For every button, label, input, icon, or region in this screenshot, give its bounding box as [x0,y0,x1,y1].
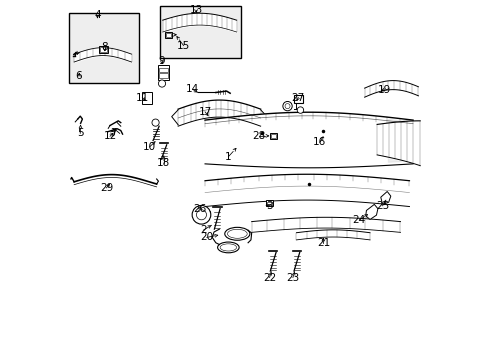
Text: 10: 10 [142,142,156,152]
Text: 7: 7 [110,129,117,138]
Bar [99,45,108,53]
Text: 13: 13 [189,5,203,15]
Circle shape [297,107,303,113]
Text: 18: 18 [157,158,170,168]
Bar [142,93,152,104]
Text: 9: 9 [159,55,165,66]
Ellipse shape [220,244,236,251]
Bar [271,134,276,138]
Text: 1: 1 [224,152,231,162]
Text: 26: 26 [193,204,206,215]
Circle shape [282,102,292,111]
Text: 19: 19 [377,85,390,95]
Text: 4: 4 [94,10,101,20]
Text: 23: 23 [285,273,299,283]
Text: 24: 24 [352,215,365,225]
Circle shape [285,104,289,109]
Circle shape [158,80,165,87]
Text: 3: 3 [266,201,272,211]
Circle shape [192,206,210,224]
Bar [158,64,169,80]
Ellipse shape [224,227,249,240]
Text: 5: 5 [77,129,83,138]
Bar [69,13,139,83]
Text: 11: 11 [135,93,149,103]
Bar [160,6,241,58]
Text: 29: 29 [100,183,113,193]
Text: 28: 28 [252,131,265,141]
Text: 14: 14 [185,84,199,94]
Bar [159,73,167,78]
Bar [164,32,172,38]
Ellipse shape [217,242,239,253]
Text: 15: 15 [177,41,190,50]
Bar [293,95,303,103]
Text: 27: 27 [291,93,305,103]
Circle shape [152,119,159,126]
Bar [266,202,271,205]
Text: 2: 2 [200,225,206,235]
Text: 16: 16 [312,138,326,147]
Polygon shape [365,204,377,220]
Bar [270,133,277,139]
Text: 20: 20 [200,232,213,242]
Text: 12: 12 [103,131,117,141]
Text: 22: 22 [263,273,276,283]
Bar [100,46,106,52]
Bar [265,200,273,206]
Text: 8: 8 [101,42,108,52]
Polygon shape [380,192,390,204]
Circle shape [196,210,206,220]
Ellipse shape [227,229,247,238]
Text: 6: 6 [75,71,82,81]
Bar [165,33,170,37]
Text: 21: 21 [316,238,329,248]
Text: 17: 17 [198,107,211,117]
Bar [159,68,167,72]
Text: 25: 25 [375,201,388,211]
